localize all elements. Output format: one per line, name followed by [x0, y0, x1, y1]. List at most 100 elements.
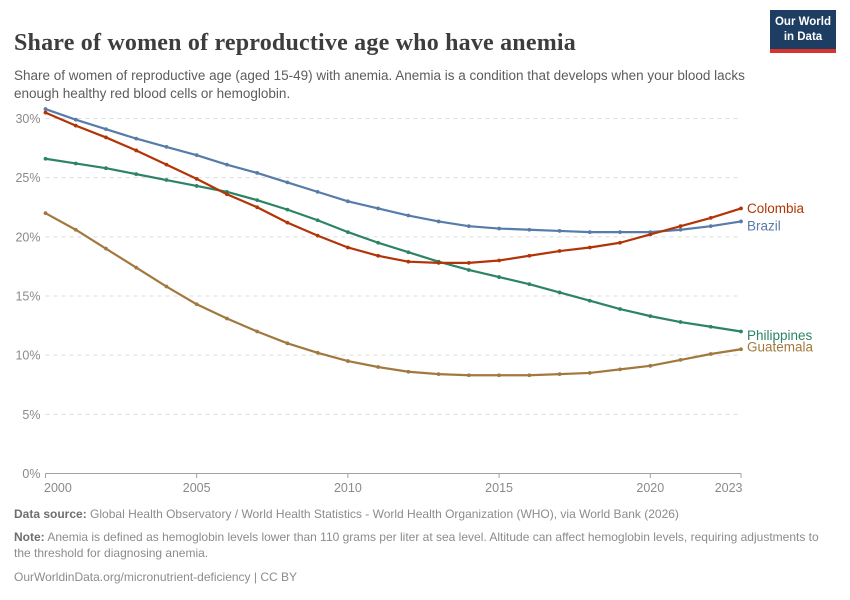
series-point-guatemala[interactable] — [43, 211, 48, 216]
series-point-brazil[interactable] — [436, 219, 441, 224]
series-point-colombia[interactable] — [557, 249, 562, 253]
series-point-colombia[interactable] — [315, 233, 320, 238]
series-point-colombia[interactable] — [739, 206, 743, 211]
series-point-brazil[interactable] — [527, 227, 532, 232]
series-line-colombia[interactable] — [44, 111, 743, 264]
footer-link[interactable]: OurWorldinData.org/micronutrient-deficie… — [14, 570, 297, 585]
series-point-colombia[interactable] — [164, 162, 169, 167]
series-point-philippines[interactable] — [345, 230, 350, 235]
series-label-guatemala[interactable]: Guatemala — [747, 339, 814, 354]
series-point-brazil[interactable] — [678, 227, 683, 232]
series-point-philippines[interactable] — [406, 250, 411, 255]
series-point-guatemala[interactable] — [376, 365, 381, 369]
series-point-brazil[interactable] — [497, 226, 501, 231]
series-line-brazil[interactable] — [44, 107, 743, 234]
series-point-colombia[interactable] — [618, 240, 622, 245]
series-point-colombia[interactable] — [376, 253, 381, 258]
series-point-philippines[interactable] — [104, 166, 108, 171]
series-point-colombia[interactable] — [255, 205, 260, 210]
series-point-philippines[interactable] — [73, 161, 78, 166]
series-point-brazil[interactable] — [618, 230, 622, 235]
series-point-brazil[interactable] — [104, 127, 108, 132]
series-point-guatemala[interactable] — [406, 369, 411, 374]
series-point-guatemala[interactable] — [557, 372, 562, 376]
series-point-philippines[interactable] — [648, 314, 653, 319]
series-point-colombia[interactable] — [345, 245, 350, 250]
series-point-brazil[interactable] — [466, 224, 471, 229]
series-point-philippines[interactable] — [527, 282, 532, 287]
series-point-philippines[interactable] — [587, 298, 592, 303]
series-point-colombia[interactable] — [73, 123, 78, 128]
series-point-brazil[interactable] — [315, 189, 320, 194]
series-point-philippines[interactable] — [315, 218, 320, 223]
series-point-brazil[interactable] — [285, 180, 290, 185]
series-point-colombia[interactable] — [225, 192, 229, 197]
series-point-guatemala[interactable] — [587, 371, 592, 375]
series-point-guatemala[interactable] — [285, 341, 290, 346]
series-point-colombia[interactable] — [43, 110, 48, 115]
series-point-colombia[interactable] — [104, 135, 108, 140]
series-point-philippines[interactable] — [708, 324, 713, 329]
series-point-guatemala[interactable] — [164, 284, 169, 289]
series-point-guatemala[interactable] — [678, 358, 683, 362]
series-point-colombia[interactable] — [466, 260, 471, 265]
series-point-brazil[interactable] — [345, 199, 350, 204]
series-point-guatemala[interactable] — [255, 329, 260, 334]
series-point-philippines[interactable] — [285, 207, 290, 212]
series-point-philippines[interactable] — [618, 307, 622, 311]
owid-logo[interactable]: Our World in Data — [770, 10, 836, 53]
series-label-brazil[interactable]: Brazil — [747, 218, 781, 233]
series-point-colombia[interactable] — [648, 232, 653, 237]
series-point-brazil[interactable] — [164, 145, 169, 149]
series-label-colombia[interactable]: Colombia — [747, 201, 805, 216]
series-point-colombia[interactable] — [527, 253, 532, 258]
series-point-guatemala[interactable] — [104, 246, 108, 251]
series-point-guatemala[interactable] — [466, 373, 471, 378]
series-point-brazil[interactable] — [255, 171, 260, 175]
series-point-guatemala[interactable] — [436, 372, 441, 376]
series-point-guatemala[interactable] — [739, 347, 743, 352]
series-line-guatemala[interactable] — [44, 212, 743, 377]
series-point-philippines[interactable] — [43, 156, 48, 161]
series-point-philippines[interactable] — [466, 268, 471, 272]
series-point-colombia[interactable] — [497, 258, 501, 263]
series-point-guatemala[interactable] — [315, 350, 320, 355]
series-point-brazil[interactable] — [194, 153, 199, 158]
series-line-philippines[interactable] — [44, 157, 743, 333]
series-point-guatemala[interactable] — [73, 227, 78, 232]
series-point-colombia[interactable] — [678, 224, 683, 229]
series-point-guatemala[interactable] — [134, 265, 139, 270]
series-point-brazil[interactable] — [708, 224, 713, 229]
series-point-colombia[interactable] — [134, 148, 139, 153]
series-point-philippines[interactable] — [739, 329, 743, 334]
series-point-philippines[interactable] — [376, 240, 381, 245]
series-point-colombia[interactable] — [708, 216, 713, 220]
series-point-brazil[interactable] — [43, 107, 48, 111]
series-point-philippines[interactable] — [164, 178, 169, 182]
series-point-guatemala[interactable] — [618, 367, 622, 372]
series-point-guatemala[interactable] — [345, 359, 350, 363]
series-label-philippines[interactable]: Philippines — [747, 328, 813, 343]
series-point-philippines[interactable] — [678, 320, 683, 324]
series-point-guatemala[interactable] — [708, 352, 713, 356]
series-point-guatemala[interactable] — [497, 373, 501, 378]
series-point-brazil[interactable] — [376, 206, 381, 211]
series-point-guatemala[interactable] — [225, 316, 229, 321]
series-point-guatemala[interactable] — [648, 363, 653, 368]
series-point-brazil[interactable] — [739, 219, 743, 224]
series-point-colombia[interactable] — [436, 260, 441, 265]
series-point-brazil[interactable] — [587, 230, 592, 235]
series-point-brazil[interactable] — [557, 229, 562, 233]
line-chart[interactable]: 0% 5% 10% 15% 20% 25% 30% 2000 2005 2010 2015 2020 2… — [0, 0, 850, 505]
series-point-philippines[interactable] — [134, 172, 139, 177]
series-point-colombia[interactable] — [194, 176, 199, 181]
series-point-brazil[interactable] — [134, 136, 139, 141]
series-point-philippines[interactable] — [194, 184, 199, 188]
series-point-philippines[interactable] — [255, 198, 260, 203]
series-point-guatemala[interactable] — [527, 373, 532, 378]
series-point-brazil[interactable] — [225, 162, 229, 167]
series-point-colombia[interactable] — [587, 245, 592, 250]
series-point-brazil[interactable] — [73, 117, 78, 122]
series-point-brazil[interactable] — [406, 213, 411, 218]
series-point-guatemala[interactable] — [194, 302, 199, 307]
